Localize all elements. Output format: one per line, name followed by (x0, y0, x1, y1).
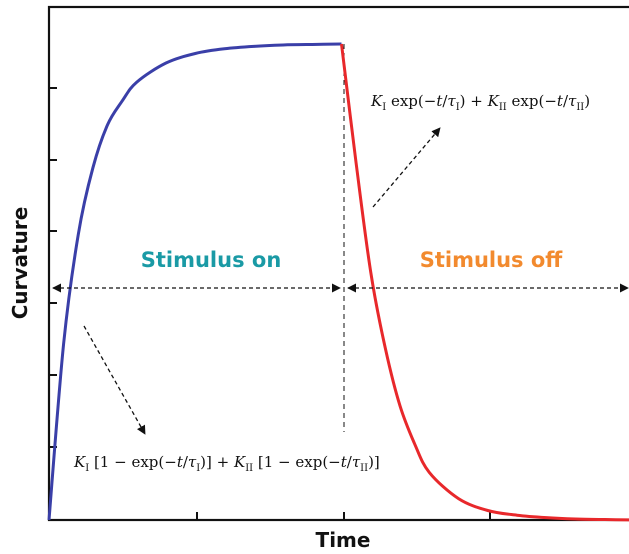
x-ticks (196, 512, 491, 520)
rise-formula-pointer (83, 325, 146, 435)
decay-formula-pointer (372, 127, 441, 208)
y-axis-title: Curvature (8, 207, 32, 320)
x-axis-title: Time (316, 528, 371, 552)
rise-formula: KI [1 − exp(−t/τI)] + KII [1 − exp(−t/τI… (73, 453, 380, 474)
series-line-rise (47, 42, 342, 521)
stimulus-on-label: Stimulus on (141, 248, 282, 272)
series-line-decay (340, 43, 629, 522)
y-ticks (49, 87, 57, 448)
stimulus-off-label: Stimulus off (420, 248, 564, 272)
plot-frame (47, 5, 629, 522)
decay-formula: KI exp(−t/τI) + KII exp(−t/τII) (370, 92, 590, 113)
